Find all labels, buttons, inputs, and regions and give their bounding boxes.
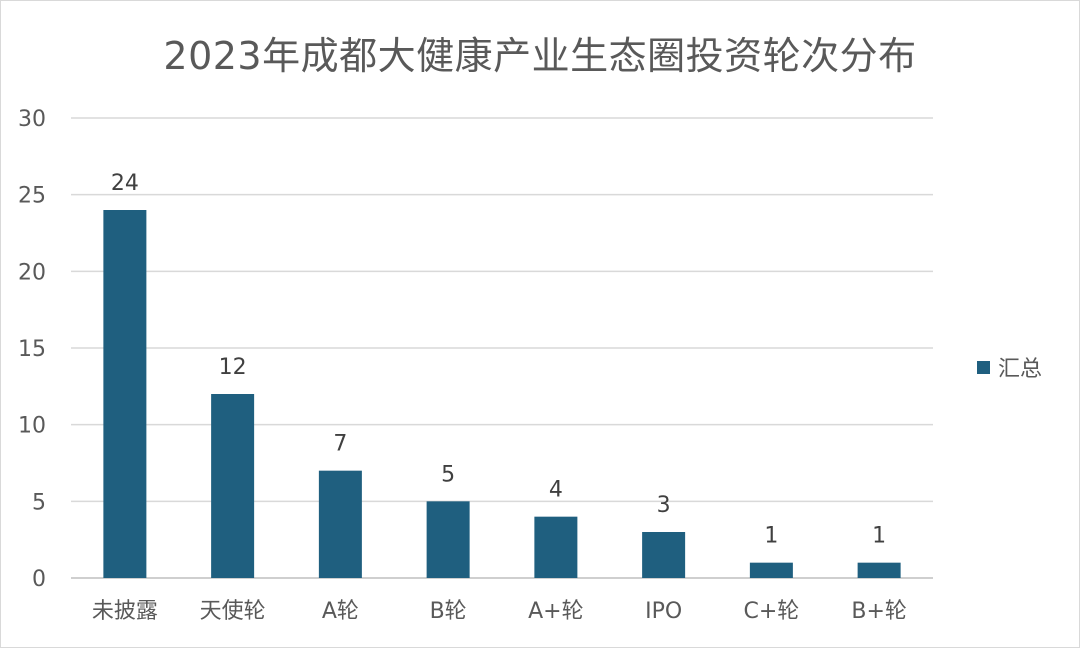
category-label: C+轮 xyxy=(743,599,799,624)
y-tick-label: 20 xyxy=(18,260,46,285)
category-label: B+轮 xyxy=(851,599,907,624)
y-tick-label: 30 xyxy=(18,107,46,132)
data-label: 5 xyxy=(441,462,455,487)
y-tick-label: 5 xyxy=(32,490,46,515)
data-label: 1 xyxy=(872,524,886,549)
bar xyxy=(211,394,255,578)
bar xyxy=(749,562,793,578)
legend: 汇总 xyxy=(977,351,1042,383)
chart-title: 2023年成都大健康产业生态圈投资轮次分布 xyxy=(163,34,917,78)
y-tick-label: 15 xyxy=(18,337,46,362)
bar xyxy=(103,210,147,578)
legend-label: 汇总 xyxy=(998,357,1043,382)
y-tick-label: 25 xyxy=(18,184,46,209)
data-label: 12 xyxy=(219,355,247,380)
category-label: 未披露 xyxy=(92,599,158,624)
y-tick-label: 0 xyxy=(32,567,46,592)
data-label: 7 xyxy=(333,432,347,457)
bar xyxy=(857,562,901,578)
bar xyxy=(534,516,578,578)
data-label: 4 xyxy=(549,478,563,503)
bar xyxy=(642,532,686,578)
data-label: 24 xyxy=(111,171,139,196)
data-label: 1 xyxy=(764,524,778,549)
category-label: A+轮 xyxy=(528,599,583,624)
y-tick-label: 10 xyxy=(18,414,46,439)
category-label: B轮 xyxy=(430,599,467,624)
category-label: IPO xyxy=(645,599,682,624)
legend-swatch xyxy=(977,360,990,374)
bar xyxy=(426,501,470,578)
data-label: 3 xyxy=(657,493,671,518)
bar xyxy=(318,470,362,578)
category-label: 天使轮 xyxy=(200,599,266,624)
category-label: A轮 xyxy=(322,599,359,624)
